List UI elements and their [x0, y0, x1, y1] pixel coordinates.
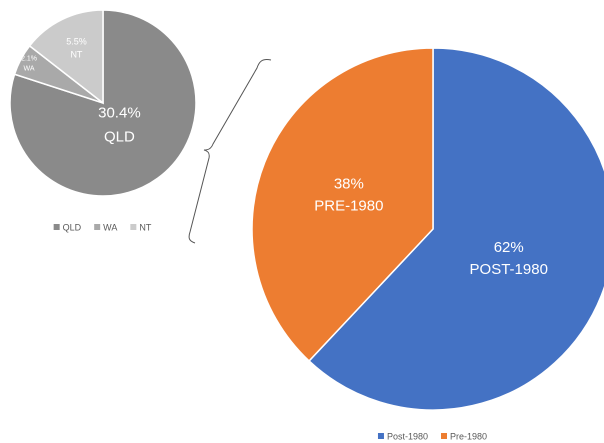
slice-label: NT [70, 50, 82, 60]
legend-swatch [53, 224, 60, 230]
value-label: 62% [494, 239, 524, 256]
legend-label: NT [139, 222, 151, 232]
slice-label: PRE-1980 [314, 198, 383, 215]
legend-swatch [377, 433, 384, 439]
legend-label: Pre-1980 [450, 431, 487, 441]
legend-swatch [441, 433, 447, 439]
pie-slice [308, 47, 604, 411]
slice-label: POST-1980 [470, 261, 548, 278]
legend-label: WA [103, 222, 117, 232]
pie-slice [28, 9, 104, 105]
value-label: 5.5% [66, 37, 87, 47]
legend-label: Post-1980 [387, 431, 428, 441]
legend-swatch [130, 224, 137, 230]
slice-label: WA [24, 66, 35, 73]
legend-swatch [94, 224, 101, 230]
value-label: 30.4% [98, 105, 141, 122]
value-label: 38% [334, 176, 364, 193]
legend-label: QLD [63, 222, 82, 232]
value-label: 2.1% [21, 56, 37, 63]
pie-slice [251, 47, 434, 363]
slice-label: QLD [104, 129, 135, 146]
brace [188, 59, 272, 244]
